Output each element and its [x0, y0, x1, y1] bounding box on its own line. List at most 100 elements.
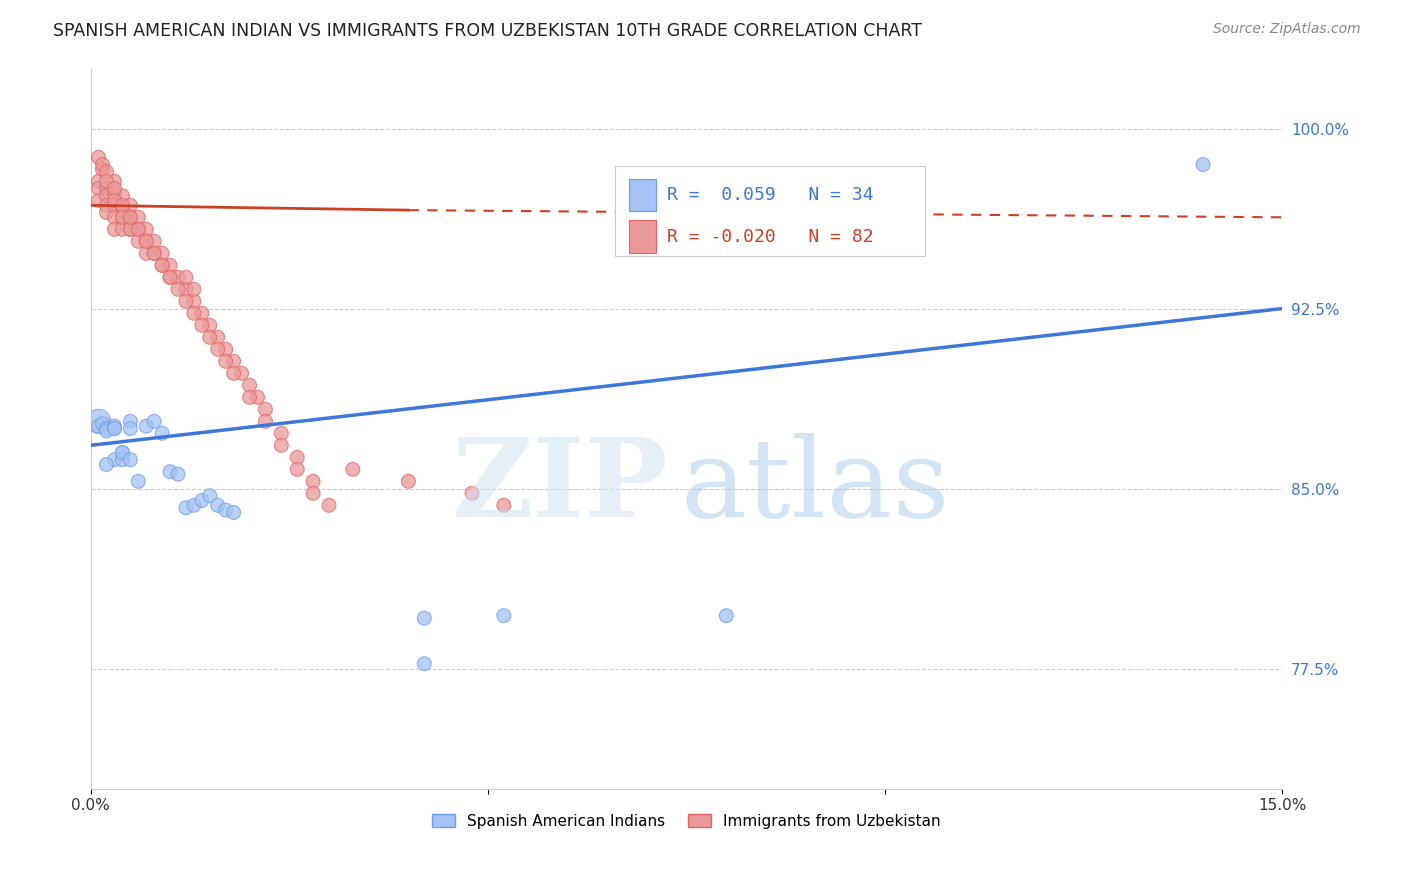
Point — [87, 181, 110, 195]
Point — [222, 506, 245, 520]
Point — [135, 235, 157, 249]
Point — [143, 246, 166, 260]
Point — [318, 499, 340, 513]
Point — [103, 421, 125, 435]
Point — [150, 426, 173, 441]
Point — [302, 475, 325, 489]
Point — [143, 235, 166, 249]
Bar — [630, 178, 655, 211]
Point — [183, 499, 205, 513]
Point — [111, 211, 134, 225]
Point — [150, 258, 173, 272]
Point — [127, 211, 149, 225]
Bar — [614, 166, 925, 256]
Text: ZIP: ZIP — [451, 433, 669, 540]
Point — [285, 450, 308, 465]
Point — [111, 188, 134, 202]
Point — [413, 611, 436, 625]
Point — [342, 462, 364, 476]
Bar — [630, 220, 655, 252]
Point — [238, 390, 260, 404]
Point — [238, 378, 260, 392]
Point — [222, 367, 245, 381]
Point — [207, 330, 229, 344]
Point — [127, 222, 149, 236]
Point — [174, 270, 197, 285]
Point — [96, 421, 118, 435]
Point — [103, 419, 125, 434]
Point — [207, 499, 229, 513]
Point — [461, 486, 484, 500]
Point — [135, 246, 157, 260]
Text: atlas: atlas — [681, 433, 950, 540]
Point — [135, 235, 157, 249]
Point — [215, 503, 238, 517]
Point — [159, 258, 181, 272]
Point — [254, 414, 277, 428]
Point — [91, 157, 114, 171]
Point — [103, 222, 125, 236]
Point — [183, 282, 205, 296]
Point — [96, 188, 118, 202]
Point — [222, 354, 245, 368]
Point — [96, 198, 118, 212]
Point — [191, 318, 214, 333]
Point — [198, 330, 221, 344]
Text: R = -0.020   N = 82: R = -0.020 N = 82 — [668, 227, 875, 245]
Legend: Spanish American Indians, Immigrants from Uzbekistan: Spanish American Indians, Immigrants fro… — [426, 807, 948, 835]
Point — [87, 414, 110, 428]
Point — [159, 270, 181, 285]
Text: Source: ZipAtlas.com: Source: ZipAtlas.com — [1213, 22, 1361, 37]
Point — [120, 198, 142, 212]
Point — [111, 198, 134, 212]
Point — [96, 424, 118, 438]
Point — [111, 445, 134, 459]
Point — [103, 174, 125, 188]
Point — [103, 211, 125, 225]
Point — [87, 150, 110, 164]
Point — [492, 608, 515, 623]
Point — [167, 467, 190, 482]
Point — [159, 465, 181, 479]
Point — [302, 486, 325, 500]
Point — [103, 186, 125, 201]
Point — [111, 445, 134, 459]
Point — [120, 211, 142, 225]
Point — [174, 282, 197, 296]
Point — [413, 657, 436, 671]
Point — [91, 417, 114, 431]
Point — [270, 438, 292, 452]
Point — [215, 343, 238, 357]
Point — [103, 198, 125, 212]
Point — [111, 222, 134, 236]
Point — [135, 419, 157, 434]
Point — [96, 174, 118, 188]
Point — [207, 343, 229, 357]
Point — [103, 181, 125, 195]
Point — [183, 306, 205, 320]
Point — [285, 462, 308, 476]
Point — [96, 181, 118, 195]
Point — [716, 608, 738, 623]
Point — [143, 414, 166, 428]
Point — [120, 452, 142, 467]
Point — [127, 222, 149, 236]
Point — [159, 270, 181, 285]
Point — [87, 174, 110, 188]
Point — [143, 246, 166, 260]
Point — [1192, 157, 1215, 171]
Point — [103, 452, 125, 467]
Point — [191, 306, 214, 320]
Point — [127, 235, 149, 249]
Point — [120, 222, 142, 236]
Point — [120, 414, 142, 428]
Point — [87, 419, 110, 434]
Text: SPANISH AMERICAN INDIAN VS IMMIGRANTS FROM UZBEKISTAN 10TH GRADE CORRELATION CHA: SPANISH AMERICAN INDIAN VS IMMIGRANTS FR… — [53, 22, 922, 40]
Point — [198, 489, 221, 503]
Point — [167, 282, 190, 296]
Point — [96, 205, 118, 219]
Point — [191, 493, 214, 508]
Point — [96, 458, 118, 472]
Point — [198, 318, 221, 333]
Point — [103, 421, 125, 435]
